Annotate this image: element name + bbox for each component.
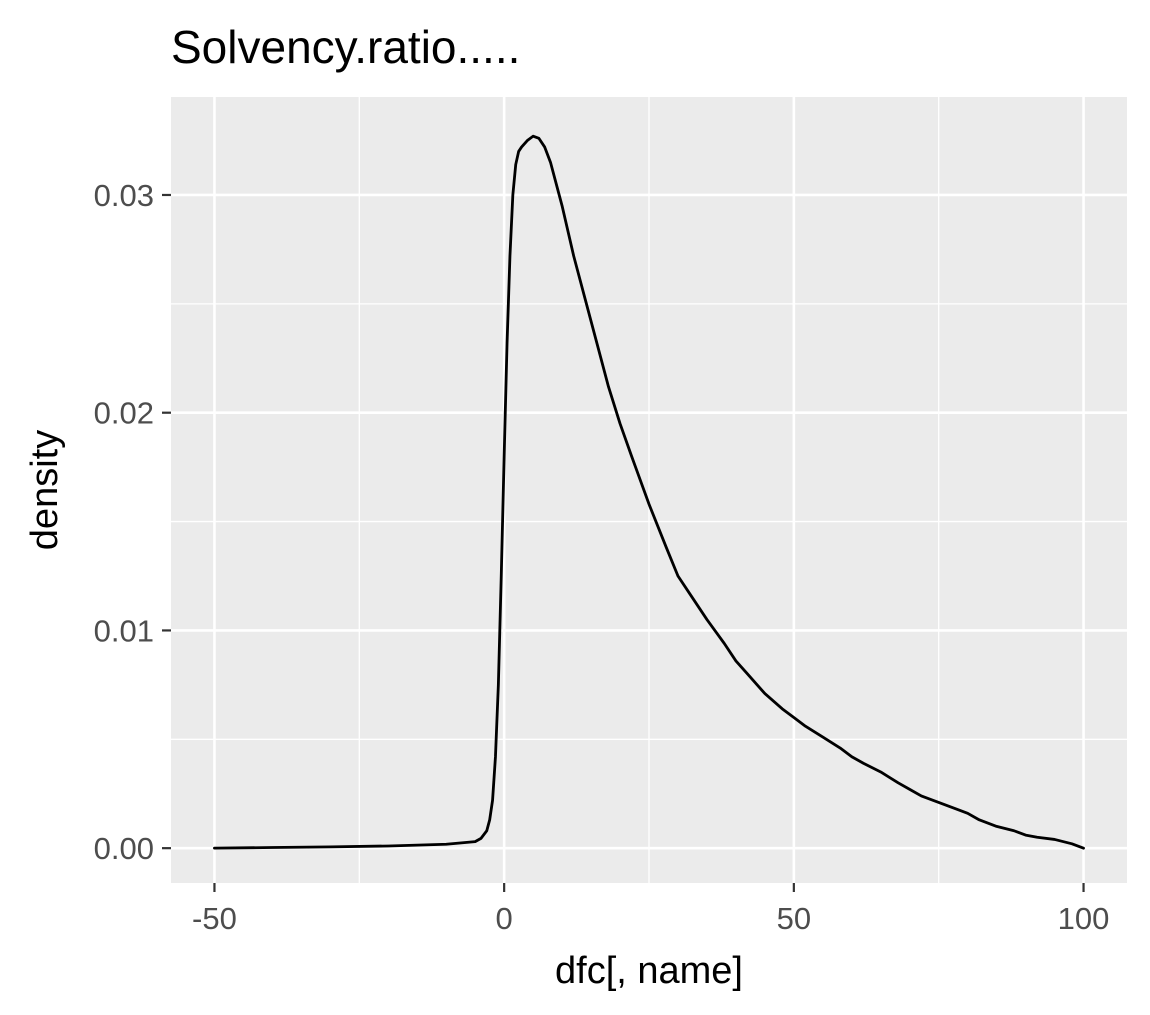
minor-gridlines bbox=[171, 97, 1127, 883]
chart-title: Solvency.ratio..... bbox=[171, 21, 520, 73]
y-tick-label: 0.00 bbox=[94, 831, 154, 866]
y-axis-ticks: 0.00 0.01 0.02 0.03 bbox=[94, 178, 171, 866]
y-tick-label: 0.02 bbox=[94, 396, 154, 431]
density-curve bbox=[213, 134, 1085, 850]
x-tick-label: 0 bbox=[496, 901, 513, 936]
y-axis-title: density bbox=[24, 430, 66, 550]
x-tick-label: -50 bbox=[192, 901, 237, 936]
x-axis-title: dfc[, name] bbox=[555, 950, 743, 992]
x-tick-label: 50 bbox=[777, 901, 811, 936]
y-tick-label: 0.01 bbox=[94, 613, 154, 648]
y-tick-label: 0.03 bbox=[94, 178, 154, 213]
x-axis-ticks: -50 0 50 100 bbox=[192, 883, 1109, 936]
x-tick-label: 100 bbox=[1058, 901, 1110, 936]
